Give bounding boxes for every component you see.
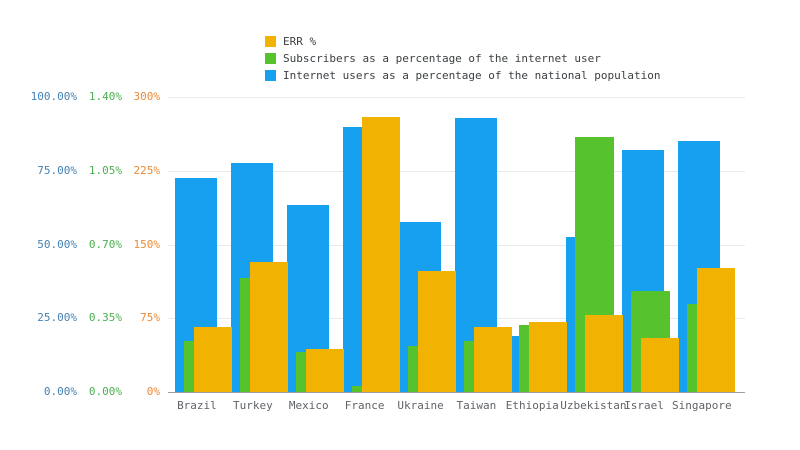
bar-taiwan-series-0 — [473, 327, 512, 392]
legend-swatch-internet-users — [265, 70, 276, 81]
bar-singapore-series-0 — [697, 268, 736, 392]
legend-label-err: ERR % — [283, 35, 317, 48]
legend-label-internet-users: Internet users as a percentage of the na… — [283, 69, 661, 82]
bar-uzbekistan-series-0 — [585, 315, 624, 392]
x-label-france: France — [344, 399, 385, 412]
bar-group-singapore — [672, 97, 736, 392]
x-label-turkey: Turkey — [232, 399, 273, 412]
bar-israel-series-0 — [641, 337, 680, 392]
bar-group-brazil — [169, 97, 232, 392]
y-tick-label: 0.00% — [88, 385, 122, 398]
x-label-uzbekistan: Uzbekistan — [560, 399, 627, 412]
y-tick-row: 0.00% 0.00% 0% — [27, 386, 160, 398]
plot-area — [168, 97, 745, 393]
legend-label-subscribers: Subscribers as a percentage of the inter… — [283, 52, 601, 65]
y-tick-label: 1.40% — [88, 90, 122, 103]
x-label-brazil: Brazil — [177, 399, 217, 412]
y-tick-label: 75% — [140, 311, 160, 325]
legend: ERR % Subscribers as a percentage of the… — [265, 33, 661, 84]
legend-item-internet-users: Internet users as a percentage of the na… — [265, 67, 661, 84]
x-label-ethiopia: Ethiopia — [505, 399, 559, 412]
y-tick-row: 50.00% 0.70% 150% — [27, 237, 161, 251]
legend-swatch-err — [265, 36, 276, 47]
bar-group-uzbekistan — [560, 97, 624, 392]
x-label-israel: Israel — [624, 399, 664, 412]
bar-group-mexico — [281, 97, 344, 392]
x-label-taiwan: Taiwan — [456, 399, 497, 412]
y-tick-label: 50.00% — [37, 237, 77, 251]
y-tick-row: 75.00% 1.05% 225% — [27, 163, 161, 177]
y-tick-label: 300% — [133, 90, 161, 103]
bar-group-taiwan — [449, 97, 512, 392]
y-tick-label: 75.00% — [37, 163, 77, 177]
y-tick-label: 1.05% — [88, 163, 122, 177]
x-label-singapore: Singapore — [672, 399, 732, 412]
bars-layer — [169, 97, 736, 392]
y-tick-row: 100.00% 1.40% 300% — [27, 91, 160, 103]
y-tick-label: 150% — [133, 237, 161, 251]
legend-item-subscribers: Subscribers as a percentage of the inter… — [265, 50, 661, 67]
x-axis-labels: Brazil Turkey Mexico France Ukraine Taiwan Eth… — [169, 399, 732, 412]
y-tick-label: 0% — [146, 385, 160, 398]
bar-ukraine-series-0 — [417, 271, 456, 392]
gridline — [168, 97, 745, 98]
bar-group-ukraine — [393, 97, 456, 392]
bar-brazil-series-0 — [194, 327, 232, 392]
y-tick-row: 25.00% 0.35% 75% — [27, 312, 160, 324]
y-tick-label: 25.00% — [37, 311, 77, 325]
y-tick-label: 0.35% — [88, 311, 122, 325]
x-label-mexico: Mexico — [288, 399, 329, 412]
legend-item-err: ERR % — [265, 33, 661, 50]
x-axis-line — [168, 392, 745, 393]
bar-group-france — [337, 97, 400, 392]
y-tick-label: 0.00% — [43, 385, 77, 398]
bar-mexico-series-0 — [305, 348, 344, 392]
x-label-ukraine: Ukraine — [397, 399, 444, 412]
legend-swatch-subscribers — [265, 53, 276, 64]
bar-group-turkey — [225, 97, 288, 392]
y-tick-label: 225% — [133, 163, 161, 177]
y-tick-label: 100.00% — [30, 90, 77, 103]
y-tick-label: 0.70% — [88, 237, 122, 251]
bar-ethiopia-series-0 — [529, 322, 568, 392]
bar-group-israel — [616, 97, 680, 392]
bar-group-ethiopia — [504, 97, 568, 392]
bar-france-series-0 — [361, 116, 400, 392]
bar-turkey-series-0 — [249, 262, 288, 392]
